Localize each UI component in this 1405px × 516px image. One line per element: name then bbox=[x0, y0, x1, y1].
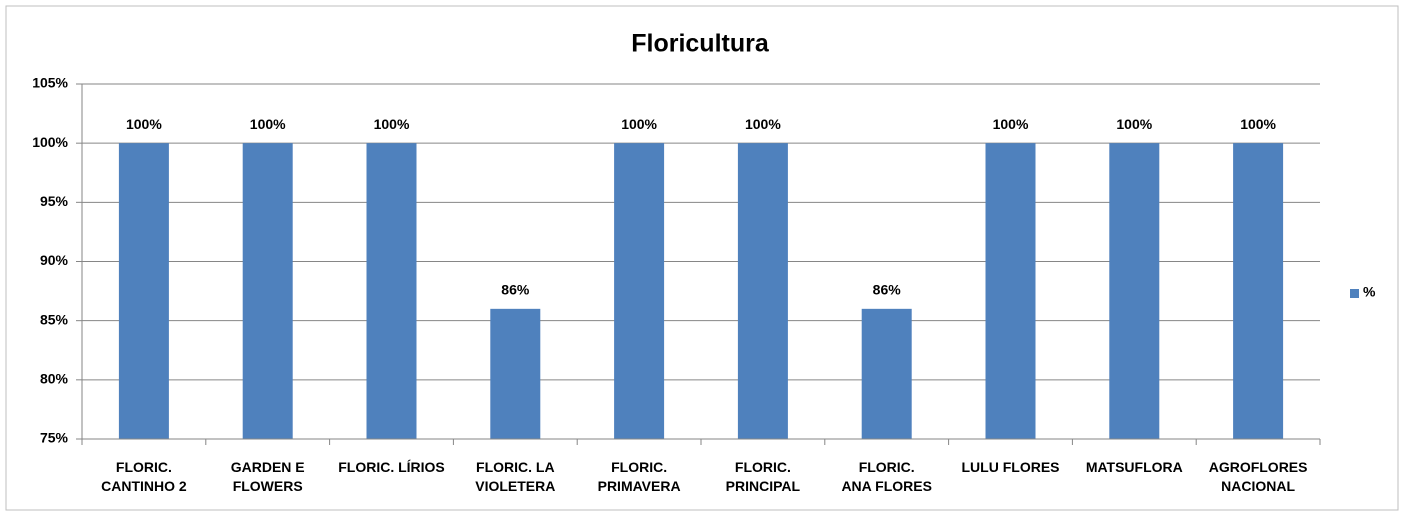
data-label: 100% bbox=[1116, 116, 1152, 132]
data-label: 100% bbox=[250, 116, 286, 132]
y-tick-label: 95% bbox=[40, 193, 69, 209]
bar bbox=[614, 143, 665, 439]
y-tick-label: 105% bbox=[32, 75, 68, 91]
y-tick-label: 80% bbox=[40, 371, 69, 387]
bar bbox=[366, 143, 417, 439]
data-label: 100% bbox=[621, 116, 657, 132]
legend-swatch bbox=[1350, 289, 1359, 298]
x-tick-label: FLORIC. LÍRIOS bbox=[338, 459, 445, 475]
data-label: 100% bbox=[993, 116, 1029, 132]
x-tick-label: GARDEN E FLOWERS bbox=[230, 459, 305, 494]
chart-border bbox=[5, 5, 1399, 511]
data-label: 86% bbox=[873, 282, 902, 298]
data-label: 86% bbox=[501, 282, 530, 298]
y-tick-label: 75% bbox=[40, 430, 69, 446]
data-label: 100% bbox=[126, 116, 162, 132]
x-tick-label: FLORIC. PRINCIPAL bbox=[725, 459, 801, 494]
x-tick-label: MATSUFLORA bbox=[1085, 459, 1183, 475]
bar bbox=[1109, 143, 1160, 439]
x-tick-label: FLORIC. PRIMAVERA bbox=[597, 459, 681, 494]
data-label: 100% bbox=[745, 116, 781, 132]
x-tick-label: FLORIC. CANTINHO 2 bbox=[101, 459, 187, 494]
x-tick-label: AGROFLORES NACIONAL bbox=[1208, 459, 1308, 494]
bar bbox=[737, 143, 788, 439]
bar bbox=[490, 308, 541, 439]
y-tick-label: 100% bbox=[32, 134, 68, 150]
bar bbox=[861, 308, 912, 439]
bar bbox=[242, 143, 293, 439]
bar bbox=[1233, 143, 1284, 439]
bar bbox=[985, 143, 1036, 439]
x-tick-label: FLORIC. ANA FLORES bbox=[841, 459, 932, 494]
chart-title: Floricultura bbox=[631, 30, 770, 58]
legend-label: % bbox=[1363, 284, 1376, 300]
x-tick-label: LULU FLORES bbox=[961, 459, 1060, 475]
bar bbox=[118, 143, 169, 439]
x-tick-label: FLORIC. LA VIOLETERA bbox=[475, 459, 556, 494]
y-tick-label: 90% bbox=[40, 252, 69, 268]
y-tick-label: 85% bbox=[40, 311, 69, 327]
data-label: 100% bbox=[374, 116, 410, 132]
data-label: 100% bbox=[1240, 116, 1276, 132]
